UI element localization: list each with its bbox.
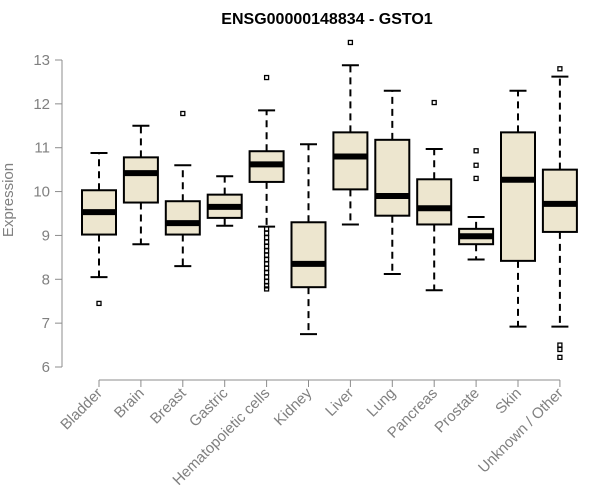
outlier-point — [263, 248, 270, 254]
y-tick-label: 8 — [42, 271, 50, 288]
box-group — [248, 74, 285, 292]
x-tick-label: Skin — [492, 385, 525, 418]
y-tick-label: 12 — [33, 96, 50, 113]
outlier-point — [180, 110, 186, 117]
outlier-point — [263, 274, 270, 280]
outlier-point — [263, 286, 270, 292]
outlier-point — [263, 283, 270, 289]
box-group — [122, 124, 159, 246]
x-tick-label: Brain — [111, 385, 148, 422]
outlier-point — [263, 74, 270, 81]
outlier-point — [263, 226, 270, 232]
box-group — [164, 110, 201, 268]
x-tick-label: Liver — [322, 385, 357, 420]
outlier-point — [557, 354, 563, 361]
box-group — [206, 175, 243, 227]
x-tick-label: Lung — [364, 385, 400, 421]
y-axis-title: Expression — [0, 163, 17, 237]
outlier-point — [263, 278, 270, 285]
outlier-point — [431, 99, 437, 106]
outlier-point — [473, 162, 479, 168]
box-group — [290, 143, 327, 336]
box-group — [500, 89, 536, 328]
outlier-point — [263, 234, 270, 241]
outlier-point — [557, 342, 563, 348]
y-tick-label: 7 — [42, 315, 50, 332]
plot-area — [81, 39, 578, 361]
outlier-point — [263, 265, 270, 271]
x-tick-label: Prostate — [431, 385, 483, 437]
box-iqr — [416, 178, 453, 226]
box-iqr — [122, 156, 159, 204]
outlier-point — [263, 239, 270, 245]
box-iqr — [541, 168, 578, 233]
box-iqr — [332, 131, 369, 191]
y-tick-label: 10 — [33, 184, 50, 201]
outlier-point — [263, 270, 270, 276]
box-iqr — [500, 131, 536, 262]
x-tick-label: Breast — [147, 384, 190, 427]
outlier-point — [263, 252, 270, 258]
outlier-point — [557, 346, 563, 353]
box-iqr — [164, 200, 201, 236]
y-tick-label: 11 — [34, 140, 50, 157]
box-group — [374, 89, 411, 276]
x-tick-label: Kidney — [271, 384, 316, 429]
outlier-point — [347, 39, 354, 46]
y-axis: 6 7 8 9 10 11 12 13 — [33, 52, 63, 376]
y-tick-label: 9 — [42, 227, 50, 244]
box-group — [332, 39, 369, 226]
outlier-point — [263, 230, 270, 236]
outlier-point — [473, 175, 479, 182]
y-tick-label: 6 — [42, 359, 50, 376]
box-iqr — [290, 221, 327, 289]
outlier-point — [263, 243, 270, 250]
outlier-point — [263, 261, 270, 267]
outlier-point — [96, 300, 102, 307]
outlier-point — [263, 256, 270, 263]
box-iqr — [374, 138, 411, 217]
box-group — [81, 151, 117, 307]
box-group — [541, 66, 578, 361]
box-group — [458, 148, 495, 261]
outlier-point — [473, 148, 479, 154]
box-group — [416, 99, 453, 292]
chart-title: ENSG00000148834 - GSTO1 — [221, 11, 432, 28]
outlier-point — [557, 66, 563, 72]
x-tick-label: Bladder — [57, 385, 106, 434]
y-tick-label: 13 — [33, 52, 50, 69]
